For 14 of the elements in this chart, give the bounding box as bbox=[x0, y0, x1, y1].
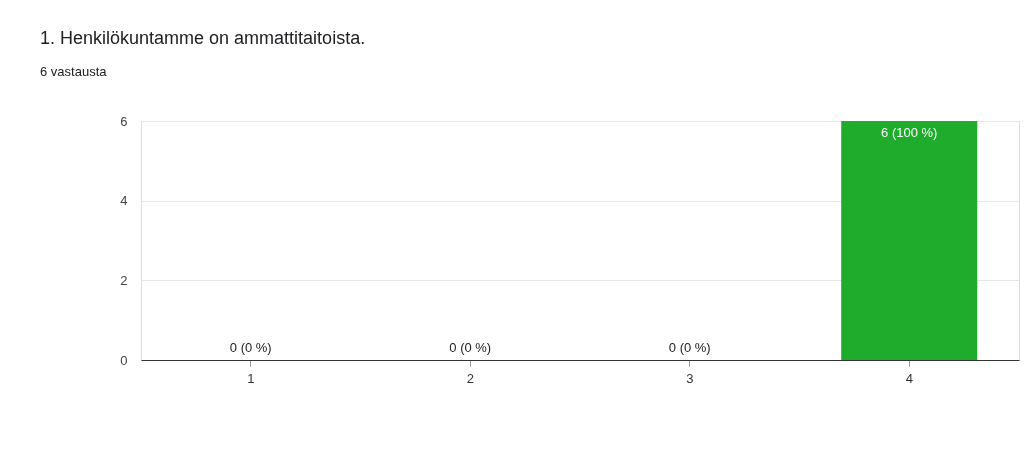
y-tick-label: 6 bbox=[120, 113, 128, 129]
y-tick-label: 0 bbox=[120, 352, 128, 368]
data-label: 6 (100 %) bbox=[881, 125, 938, 140]
x-tick-label: 2 bbox=[466, 370, 474, 386]
x-tick-label: 1 bbox=[247, 370, 255, 386]
data-label: 0 (0 %) bbox=[668, 340, 711, 355]
data-label: 0 (0 %) bbox=[229, 340, 272, 355]
x-tick-label: 3 bbox=[686, 370, 694, 386]
x-tick-label: 4 bbox=[905, 370, 913, 386]
data-label: 0 (0 %) bbox=[449, 340, 492, 355]
chart-title: 1. Henkilökuntamme on ammattitaitoista. bbox=[40, 28, 366, 48]
y-tick-label: 2 bbox=[120, 272, 128, 288]
y-tick-label: 4 bbox=[120, 193, 128, 209]
chart-subtitle: 6 vastausta bbox=[40, 64, 108, 79]
